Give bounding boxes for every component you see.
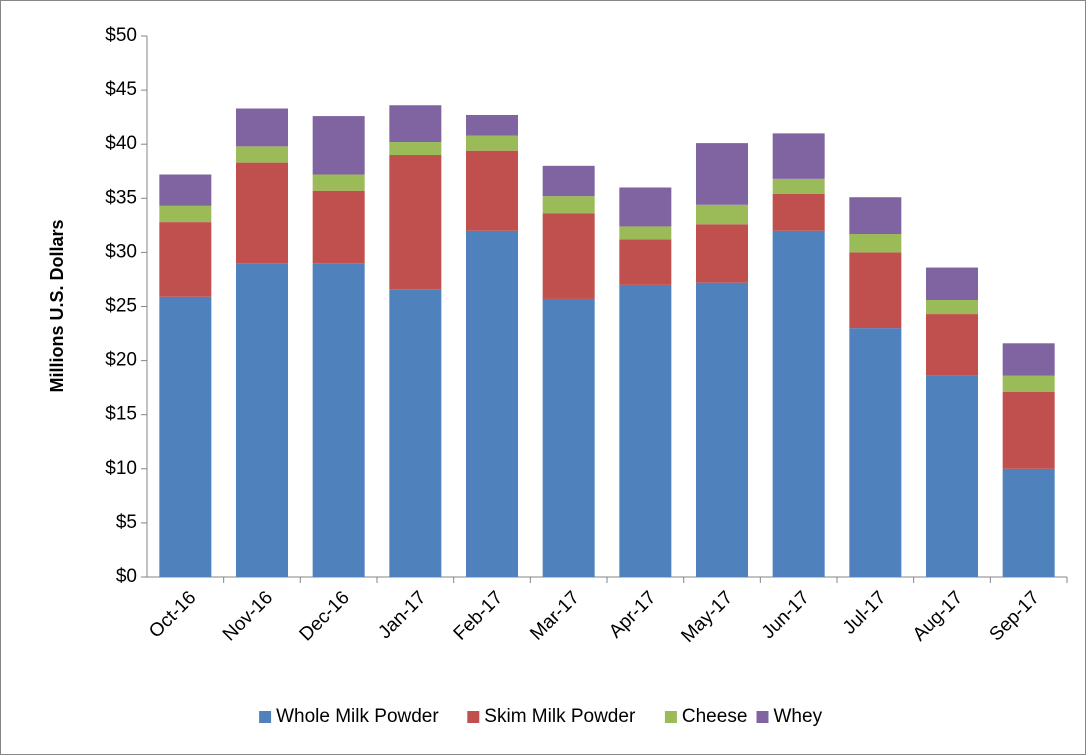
bar-segment [312,116,365,175]
bar-segment [772,193,825,231]
y-tick-label: $15 [105,404,137,425]
bar-segment [926,314,978,376]
legend-label: Whole Milk Powder [276,706,439,727]
bar-segment [542,196,595,214]
bar-segment [926,300,978,315]
bar-segment [389,105,442,143]
bar-segment [389,289,442,577]
bar-segment [772,133,825,179]
bar-segment [236,162,288,264]
bar-segment [849,197,902,235]
y-tick-label: $45 [105,79,137,100]
y-axis-title: Millions U.S. Dollars [47,219,67,392]
bar-segment [1002,343,1055,376]
bar-segment [159,174,212,206]
legend-label: Cheese [682,706,748,727]
y-tick-label: $40 [105,133,137,154]
legend-swatch [467,711,480,723]
bar-segment [1002,375,1055,392]
legend-swatch [259,711,272,723]
bar-segment [159,222,212,297]
bar-segment [619,239,672,285]
bar-segment [696,224,748,283]
legend-label: Skim Milk Powder [484,706,636,727]
bar-segment [1002,468,1055,577]
y-tick-label: $0 [116,566,137,587]
bar-segment [696,204,748,225]
y-tick-label: $5 [116,512,137,533]
bar-segment [542,165,595,197]
bar-segment [466,135,518,151]
bar-segment [849,328,902,577]
bar-segment [236,146,288,163]
bar-segment [159,296,212,577]
bar-segment [312,174,365,191]
bar-segment [619,226,672,240]
bar-segment [236,263,288,577]
legend-swatch [664,711,677,723]
bar-segment [466,150,518,231]
bar-segment [466,114,518,136]
bar-segment [926,375,978,577]
y-tick-label: $25 [105,296,137,317]
legend-swatch [756,711,769,723]
bar-segment [466,230,518,577]
y-tick-label: $10 [105,458,137,479]
bar-segment [542,298,595,577]
y-tick-label: $30 [105,241,137,262]
bar-segment [849,234,902,253]
bar-segment [619,187,672,227]
y-tick-label: $50 [105,25,137,46]
bar-segment [1002,391,1055,469]
bar-segment [696,282,748,577]
bar-segment [542,213,595,299]
bar-segment [696,143,748,205]
bar-segment [772,178,825,194]
bar-segment [236,108,288,147]
bar-segment [312,263,365,577]
bar-segment [849,252,902,329]
bar-segment [389,155,442,290]
bar-segment [389,142,442,156]
legend-label: Whey [774,706,823,727]
bar-segment [926,267,978,301]
bar-segment [772,230,825,577]
bar-segment [159,205,212,223]
y-tick-label: $20 [105,350,137,371]
y-tick-label: $35 [105,187,137,208]
bar-segment [619,284,672,577]
bar-segment [312,190,365,264]
